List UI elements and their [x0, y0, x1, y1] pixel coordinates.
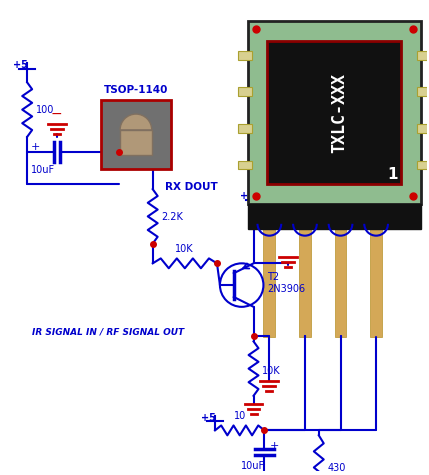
Bar — [263, 229, 275, 337]
Text: 430: 430 — [328, 463, 346, 473]
Bar — [248, 204, 420, 229]
Text: 2.2K: 2.2K — [162, 212, 184, 222]
Text: 10: 10 — [233, 411, 246, 421]
Bar — [120, 130, 152, 154]
Bar — [238, 124, 251, 133]
Text: +: + — [30, 142, 40, 152]
Bar — [101, 100, 170, 170]
Text: +5: +5 — [13, 60, 28, 70]
Bar — [238, 87, 251, 96]
Text: RX DOUT: RX DOUT — [165, 182, 218, 192]
Text: TXLC-XXX: TXLC-XXX — [330, 73, 348, 152]
Bar — [417, 161, 429, 170]
Bar — [370, 229, 382, 337]
Bar — [417, 124, 429, 133]
Text: 2N3906: 2N3906 — [267, 284, 305, 294]
Text: T2: T2 — [267, 272, 280, 282]
Bar — [335, 229, 347, 337]
Text: +: + — [269, 441, 279, 451]
Bar — [299, 229, 311, 337]
Text: 10uF: 10uF — [241, 461, 265, 471]
Text: +5: +5 — [240, 191, 254, 201]
Bar — [417, 87, 429, 96]
Bar — [248, 21, 420, 204]
Bar — [417, 51, 429, 60]
Text: TSOP-1140: TSOP-1140 — [104, 86, 168, 95]
Bar — [238, 51, 251, 60]
Text: 10K: 10K — [175, 245, 193, 255]
Bar — [238, 161, 251, 170]
Text: IR SIGNAL IN / RF SIGNAL OUT: IR SIGNAL IN / RF SIGNAL OUT — [32, 327, 184, 336]
Bar — [267, 41, 401, 184]
Text: 1: 1 — [388, 167, 398, 182]
Text: −: − — [51, 107, 63, 121]
Text: 100: 100 — [36, 105, 54, 115]
Text: 10K: 10K — [263, 366, 281, 376]
Text: +5: +5 — [201, 413, 216, 423]
Text: 10uF: 10uF — [31, 165, 55, 175]
Wedge shape — [120, 114, 152, 130]
